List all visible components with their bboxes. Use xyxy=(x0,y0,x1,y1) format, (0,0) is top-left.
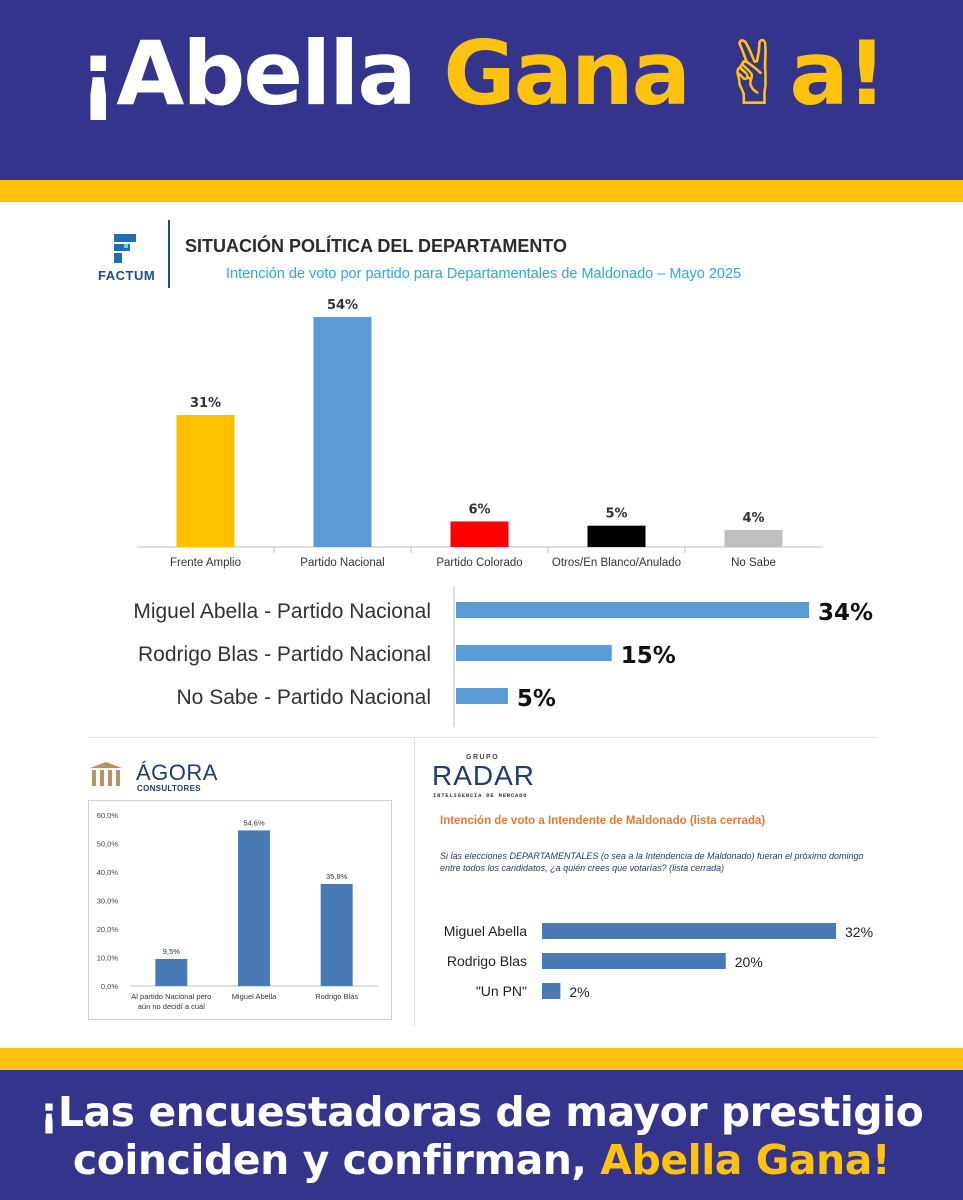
radar-vote-chart: Miguel Abella 32% Rodrigo Blas 20% "Un PN" 2% xyxy=(444,923,873,1000)
headline-part-3: a! xyxy=(789,22,887,125)
column-divider xyxy=(414,737,415,1027)
top-banner xyxy=(0,0,963,180)
party-vote-chart: 31% Frente Amplio 54% Partido Nacional 6% Par… xyxy=(137,298,823,569)
category-label: Rodrigo Blas xyxy=(447,953,527,969)
factum-divider xyxy=(168,220,170,288)
y-tick-label: 20,0% xyxy=(97,925,119,934)
bar xyxy=(587,525,646,547)
y-tick-label: 10,0% xyxy=(97,954,119,963)
footer-line-2-part-2: Abella Gana! xyxy=(600,1136,891,1184)
bar xyxy=(238,830,270,986)
category-label: No Sabe - Partido Nacional xyxy=(177,686,431,709)
data-label: 5% xyxy=(517,686,556,712)
candidate-vote-chart: Miguel Abella - Partido Nacional 34% Rodri… xyxy=(133,587,873,727)
y-tick-label: 30,0% xyxy=(97,897,119,906)
data-label: 15% xyxy=(621,643,676,669)
footer-line-2: coinciden y confirman, Abella Gana! xyxy=(0,1136,963,1184)
bar xyxy=(176,414,235,547)
bar xyxy=(542,983,561,999)
bar xyxy=(450,521,509,547)
data-label: 32% xyxy=(845,924,873,940)
radar-logo-subtext: INTELIGENCIA DE MERCADO xyxy=(433,792,528,799)
data-label: 4% xyxy=(742,511,764,526)
agora-vote-chart: 0,0% 10,0% 20,0% 30,0% 40,0% 50,0% 60,0% 9,5% 54… xyxy=(97,811,378,1011)
bar xyxy=(456,602,809,618)
bar xyxy=(724,529,783,547)
y-tick-label: 60,0% xyxy=(97,811,119,820)
victory-hand-icon: ✌ xyxy=(717,22,792,125)
y-tick-label: 0,0% xyxy=(101,982,118,991)
category-label: "Un PN" xyxy=(476,983,527,999)
section-divider xyxy=(88,737,878,738)
radar-question: Si las elecciones DEPARTAMENTALES (o sea… xyxy=(440,851,864,873)
category-label: Rodrigo Blas - Partido Nacional xyxy=(138,643,431,666)
category-label: Frente Amplio xyxy=(170,557,241,569)
agora-chart-frame xyxy=(88,800,392,1020)
data-label: 54,6% xyxy=(243,818,265,827)
footer-line-1: ¡Las encuestadoras de mayor prestigio xyxy=(39,1088,924,1136)
category-label: Rodrigo Blás xyxy=(315,992,358,1001)
agora-logo-text: ÁGORA xyxy=(136,760,218,785)
bar xyxy=(456,688,508,704)
data-label: 31% xyxy=(190,396,221,411)
data-label: 6% xyxy=(468,502,490,517)
data-label: 20% xyxy=(735,954,763,970)
data-label: 2% xyxy=(569,984,589,1000)
bar xyxy=(320,883,353,986)
headline-part-1: ¡Abella xyxy=(78,22,417,125)
bar xyxy=(542,953,726,969)
y-tick-label: 40,0% xyxy=(97,868,119,877)
bar xyxy=(456,645,612,661)
headline: ¡Abella Gana ✌a! xyxy=(0,22,963,125)
factum-logo-icon xyxy=(100,230,162,286)
bottom-yellow-stripe xyxy=(0,1048,963,1070)
factum-logo-text: FACTUM xyxy=(98,268,156,283)
category-label: Al partido Nacional pero aún no decidí a … xyxy=(131,992,211,1011)
category-label: Partido Nacional xyxy=(300,557,384,569)
category-label: Miguel Abella - Partido Nacional xyxy=(133,600,431,623)
radar-logo-grupo: GRUPO xyxy=(466,754,500,761)
bar xyxy=(313,317,372,547)
headline-part-2: Gana xyxy=(443,22,691,125)
top-yellow-stripe xyxy=(0,180,963,202)
category-label: Otros/En Blanco/Anulado xyxy=(552,557,681,569)
factum-subtitle: Intención de voto por partido para Depar… xyxy=(226,266,742,282)
bottom-banner xyxy=(0,1070,963,1200)
category-label: Miguel Abella xyxy=(232,992,277,1001)
category-label: Miguel Abella xyxy=(444,923,527,939)
data-label: 54% xyxy=(327,298,358,313)
data-label: 9,5% xyxy=(163,947,180,956)
factum-title: SITUACIÓN POLÍTICA DEL DEPARTAMENTO xyxy=(185,236,568,256)
data-label: 5% xyxy=(605,507,627,522)
bar xyxy=(155,958,188,986)
category-label: Partido Colorado xyxy=(436,557,522,569)
footer-line-2-part-1: coinciden y confirman, xyxy=(72,1136,587,1184)
radar-logo-text: RADAR xyxy=(432,760,536,791)
y-tick-label: 50,0% xyxy=(97,840,119,849)
agora-columns-icon xyxy=(90,762,122,786)
category-label: No Sabe xyxy=(731,557,776,569)
agora-logo-subtext: CONSULTORES xyxy=(137,784,201,793)
data-label: 34% xyxy=(818,600,873,626)
bar xyxy=(542,923,836,939)
radar-heading: Intención de voto a Intendente de Maldon… xyxy=(440,815,766,827)
data-label: 35,8% xyxy=(326,872,348,881)
